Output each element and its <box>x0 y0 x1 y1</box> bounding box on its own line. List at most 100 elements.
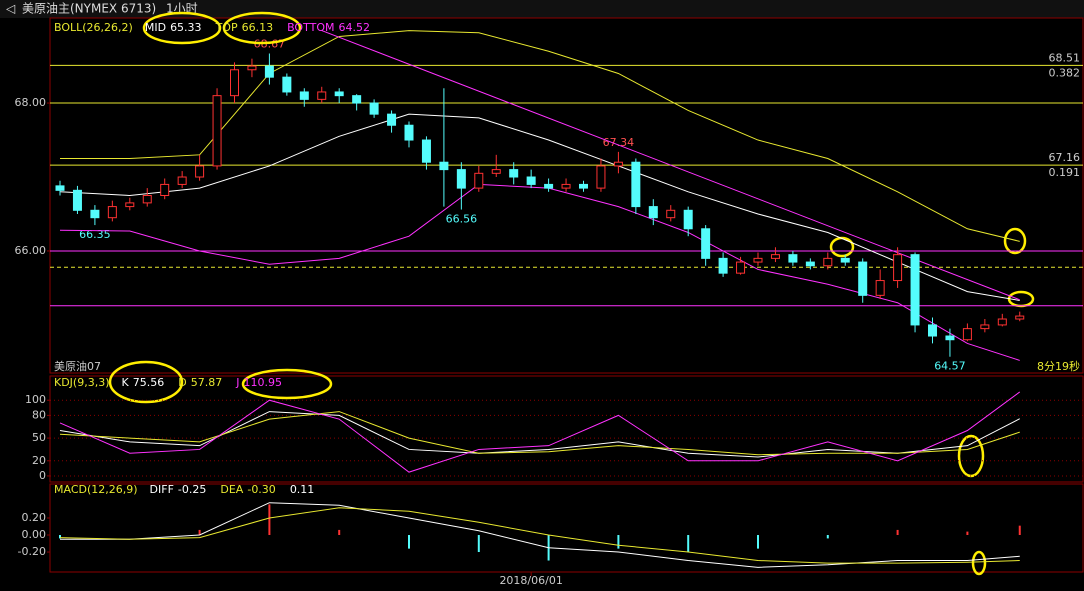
candle-body <box>858 261 868 296</box>
candle-body <box>317 91 327 100</box>
candle-body <box>474 172 484 189</box>
candle-body <box>596 165 606 189</box>
high-label: 67.34 <box>603 136 635 149</box>
legend-name: D <box>178 376 186 389</box>
boll-line <box>59 183 1020 361</box>
candle-body <box>387 113 397 126</box>
candle-body <box>230 69 239 97</box>
candle-body <box>910 254 920 326</box>
x-tick-label: 2018/06/01 <box>499 574 562 587</box>
legend-value: 0.11 <box>290 483 315 496</box>
candle-body <box>55 185 65 191</box>
candle-body <box>509 169 519 178</box>
candle-body <box>823 257 833 267</box>
candle-body <box>195 165 205 178</box>
candle-body <box>334 91 344 97</box>
candle-body <box>788 254 798 263</box>
candle-body <box>928 324 937 337</box>
back-icon[interactable]: ◁ <box>5 2 15 16</box>
candle-body <box>579 183 588 189</box>
fib-ratio: 0.382 <box>1049 66 1081 79</box>
fib-price: 67.16 <box>1049 151 1081 164</box>
low-label: 66.56 <box>446 213 478 226</box>
legend-name: TOP <box>215 21 238 34</box>
candle-body <box>997 318 1007 326</box>
fib-ratio: 0.191 <box>1049 166 1081 179</box>
legend-value: 75.56 <box>133 376 165 389</box>
kdj-panel <box>49 375 1084 483</box>
main-panel <box>49 17 1084 374</box>
legend-name: K <box>122 376 130 389</box>
low-label: 64.57 <box>934 360 966 373</box>
legend-name: BOTTOM <box>287 21 334 34</box>
candle-body <box>456 169 466 189</box>
candle-body <box>247 65 257 71</box>
candle-body <box>561 183 571 189</box>
y-tick-label: -0.20 <box>18 545 46 558</box>
candle-body <box>90 209 100 219</box>
legend-title: KDJ(9,3,3) <box>54 376 110 389</box>
legend-value: -0.25 <box>178 483 206 496</box>
y-tick-label: 66.00 <box>15 244 47 257</box>
candle-body <box>1015 315 1025 320</box>
y-tick-label: 20 <box>32 454 46 467</box>
candle-body <box>544 183 554 189</box>
candle-body <box>893 254 903 282</box>
legend-value: 66.13 <box>242 21 274 34</box>
boll-line <box>60 30 1020 242</box>
candle-body <box>613 161 623 167</box>
candle-body <box>753 257 763 263</box>
kdj-line <box>59 391 1021 473</box>
y-tick-label: 0 <box>39 469 46 482</box>
y-tick-label: 100 <box>25 393 46 406</box>
candle-body <box>212 95 222 167</box>
legend-name: J <box>235 376 239 389</box>
candle-body <box>631 161 641 208</box>
candle-body <box>299 91 309 100</box>
kdj-line <box>59 411 1020 458</box>
kdj-line <box>59 411 1020 456</box>
legend-value: 110.95 <box>243 376 282 389</box>
candle-body <box>142 195 152 204</box>
candle-body <box>491 169 501 174</box>
candle-body <box>282 76 292 93</box>
legend-value: -0.30 <box>247 483 275 496</box>
legend-value: 64.52 <box>338 21 370 34</box>
y-tick-label: 68.00 <box>15 96 47 109</box>
candle-body <box>666 209 676 219</box>
period[interactable]: 1小时 <box>166 2 198 16</box>
legend-name: MID <box>145 21 166 34</box>
candle-body <box>945 335 955 341</box>
legend-name: DEA <box>220 483 243 496</box>
contract: 美原油07 <box>54 359 101 373</box>
candle-body <box>160 183 170 196</box>
y-tick-label: 80 <box>32 408 46 421</box>
candle-body <box>72 189 82 211</box>
candle-body <box>701 228 711 259</box>
candle-body <box>875 280 885 296</box>
candle-body <box>805 261 815 267</box>
candle-body <box>736 261 746 274</box>
candle-body <box>980 324 990 330</box>
candle-body <box>648 206 658 219</box>
candle-body <box>962 328 972 341</box>
candle-body <box>421 139 431 163</box>
y-tick-label: 50 <box>32 431 46 444</box>
legend-title: MACD(12,26,9) <box>54 483 138 496</box>
candle-body <box>264 65 274 78</box>
candle-body <box>439 161 449 171</box>
low-label: 66.35 <box>79 228 111 241</box>
candle-body <box>526 176 536 185</box>
candle-body <box>177 176 187 185</box>
macd-line <box>59 507 1020 564</box>
candle-body <box>840 257 850 263</box>
candle-body <box>352 95 362 104</box>
fib-price: 68.51 <box>1049 51 1081 64</box>
symbol[interactable]: 美原油主(NYMEX 6713) <box>22 2 156 16</box>
countdown: 8分19秒 <box>1037 359 1080 373</box>
boll-line <box>59 113 1020 302</box>
candle-body <box>107 206 117 219</box>
candle-body <box>369 102 379 115</box>
candle-body <box>125 202 135 208</box>
